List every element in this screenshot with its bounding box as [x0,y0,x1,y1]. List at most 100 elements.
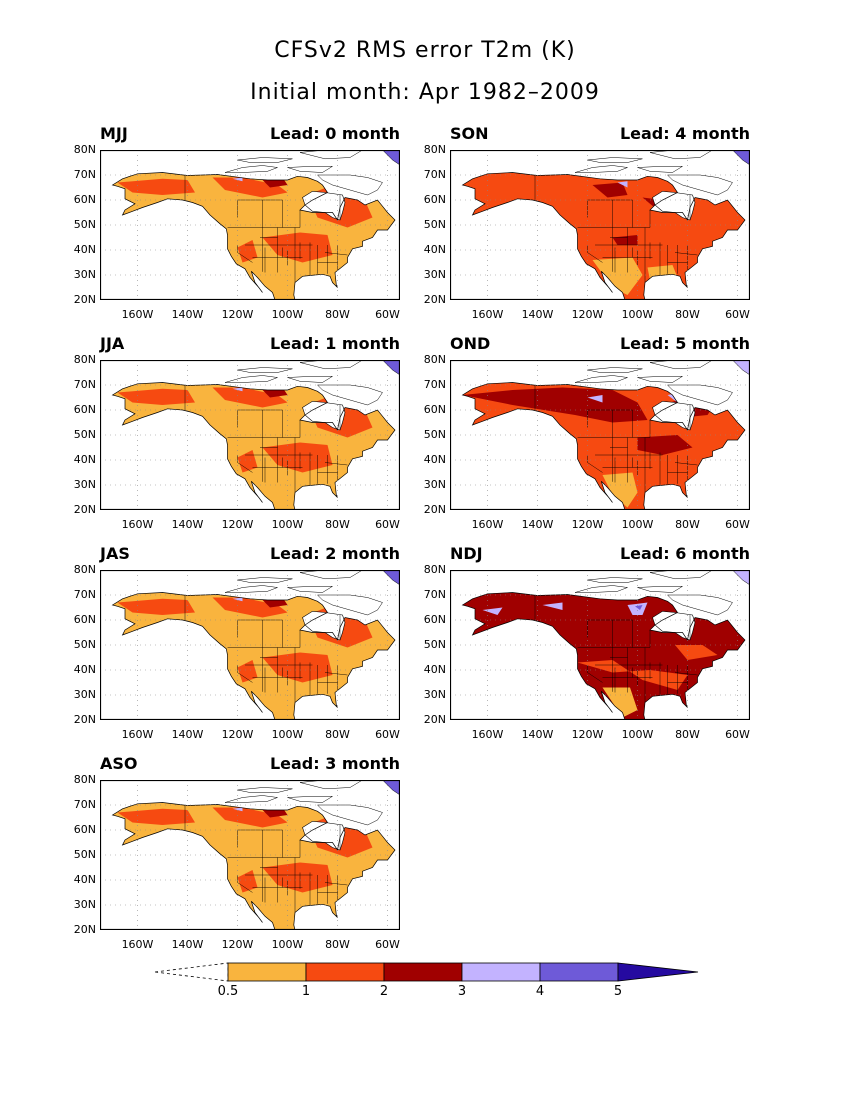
lon-tick-label: 100W [621,308,654,321]
figure-title: CFSv2 RMS error T2m (K) [274,38,576,63]
panel-season-label: JAS [100,544,130,563]
arctic-island [587,157,643,163]
colorbar-tick-label: 3 [457,984,467,999]
lat-tick-label: 60N [423,193,446,206]
lon-tick-label: 80W [325,518,350,531]
arctic-island [637,586,684,593]
panel-lead-label: Lead: 1 month [269,334,400,353]
lon-tick-label: 60W [375,518,400,531]
lon-tick-label: 80W [675,728,700,741]
error-contour [237,870,258,893]
lat-tick-label: 20N [423,503,446,516]
arctic-island [637,376,684,383]
lon-tick-label: 140W [171,728,204,741]
lon-tick-label: 60W [725,728,750,741]
map-panel-jja: JJA Lead: 1 month 80N 70N 60N 50N 40N 30N 20N 160… [74,334,400,531]
error-contour [542,602,563,610]
lon-tick-label: 60W [375,938,400,951]
lon-tick-label: 100W [271,938,304,951]
lat-tick-label: 80N [423,143,446,156]
lat-tick-label: 50N [423,638,446,651]
arctic-island [224,585,278,593]
lat-tick-label: 30N [73,478,96,491]
lat-tick-label: 40N [73,663,96,676]
lat-tick-label: 40N [423,663,446,676]
lat-tick-label: 50N [73,428,96,441]
error-contour [627,602,648,615]
arctic-island [237,367,293,373]
lon-tick-label: 140W [171,308,204,321]
arctic-island [574,165,628,173]
lon-tick-label: 120W [571,728,604,741]
greenland-edge [732,150,750,166]
lat-tick-label: 30N [73,688,96,701]
land-fill [462,382,745,510]
lat-tick-label: 50N [73,218,96,231]
lat-tick-label: 40N [73,453,96,466]
arctic-island [224,375,278,383]
hudson-bay [652,610,696,641]
map-panel-ond: OND Lead: 5 month 80N 70N 60N 50N 40N 30N 20N 160… [424,334,750,531]
panel-lead-label: Lead: 6 month [619,544,750,563]
land-fill [112,802,395,930]
error-contour [637,435,693,455]
lat-tick-label: 60N [73,613,96,626]
panel-season-label: SON [450,124,489,143]
coastline [111,592,396,720]
lon-tick-label: 100W [271,308,304,321]
panel-lead-label: Lead: 0 month [269,124,400,143]
error-contour [675,645,718,660]
lon-tick-label: 120W [221,518,254,531]
greenland-edge [732,360,750,376]
colorbar-cell [305,962,385,982]
map-frame [100,150,400,300]
arctic-island [637,166,684,173]
lon-tick-label: 80W [325,938,350,951]
error-contour [587,395,603,403]
colorbar-tick-label: 1 [301,984,311,999]
arctic-island [587,577,643,583]
error-contour [635,605,643,610]
map-panel-son: SON Lead: 4 month 80N 70N 60N 50N 40N 30N 20N 160… [424,124,750,321]
lat-tick-label: 70N [423,378,446,391]
lat-tick-label: 20N [73,923,96,936]
lat-tick-label: 50N [73,638,96,651]
coastline [111,382,396,510]
map-frame [450,360,750,510]
lat-tick-label: 20N [73,293,96,306]
figure-subtitle: Initial month: Apr 1982–2009 [250,80,600,105]
lon-tick-label: 160W [471,728,504,741]
arctic-island [666,594,733,616]
arctic-island [237,577,293,583]
map-panel-aso: ASO Lead: 3 month 80N 70N 60N 50N 40N 30N 20N 160… [74,754,400,951]
error-contour [232,597,243,602]
map-panel-mjj: MJJ Lead: 0 month 80N 70N 60N 50N 40N 30N 20N 160… [74,124,400,321]
lat-tick-label: 50N [423,218,446,231]
greenland-edge [732,570,750,586]
lon-tick-label: 100W [621,728,654,741]
lat-tick-label: 20N [73,503,96,516]
arctic-island [224,795,278,803]
arctic-island [316,594,383,616]
hudson-bay [652,400,696,431]
colorbar-over-triangle [617,962,699,982]
lat-tick-label: 30N [73,898,96,911]
lat-tick-label: 20N [423,713,446,726]
rms-error-map [100,360,400,510]
lat-tick-label: 70N [73,798,96,811]
panel-season-label: ASO [100,754,138,773]
error-contour [232,177,243,182]
map-panel-jas: JAS Lead: 2 month 80N 70N 60N 50N 40N 30N 20N 160… [74,544,400,741]
hudson-bay [302,820,346,851]
greenland-edge [382,360,400,376]
lon-tick-label: 60W [725,518,750,531]
state-border [587,665,603,683]
state-border [324,462,348,466]
arctic-island [287,376,334,383]
colorbar-tick-label: 5 [613,984,623,999]
hudson-bay [652,190,696,221]
error-contour [117,388,195,405]
state-border [237,455,253,473]
map-frame [100,570,400,720]
lat-tick-label: 60N [423,613,446,626]
